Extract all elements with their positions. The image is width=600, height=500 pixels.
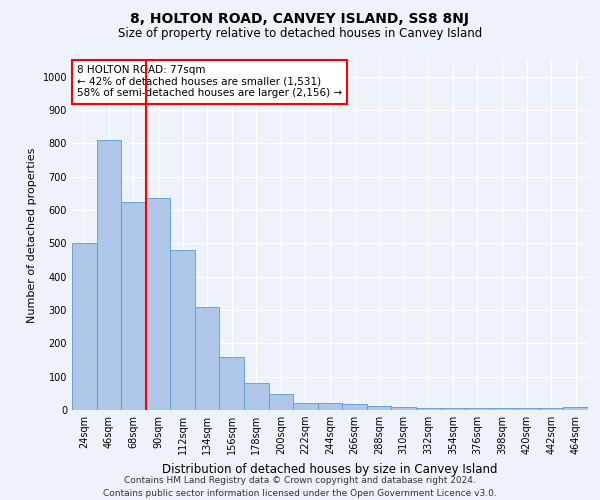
Bar — [318, 402, 342, 410]
Bar — [269, 394, 293, 410]
Bar — [97, 140, 121, 410]
Text: Contains HM Land Registry data © Crown copyright and database right 2024.
Contai: Contains HM Land Registry data © Crown c… — [103, 476, 497, 498]
Bar — [72, 244, 97, 410]
Bar — [416, 408, 440, 410]
Bar — [146, 198, 170, 410]
Y-axis label: Number of detached properties: Number of detached properties — [27, 148, 37, 322]
X-axis label: Distribution of detached houses by size in Canvey Island: Distribution of detached houses by size … — [162, 462, 498, 475]
Bar — [563, 408, 588, 410]
Bar — [465, 408, 490, 410]
Bar — [391, 408, 416, 410]
Bar — [539, 408, 563, 410]
Bar — [244, 384, 269, 410]
Text: 8 HOLTON ROAD: 77sqm
← 42% of detached houses are smaller (1,531)
58% of semi-de: 8 HOLTON ROAD: 77sqm ← 42% of detached h… — [77, 66, 342, 98]
Text: 8, HOLTON ROAD, CANVEY ISLAND, SS8 8NJ: 8, HOLTON ROAD, CANVEY ISLAND, SS8 8NJ — [131, 12, 470, 26]
Text: Size of property relative to detached houses in Canvey Island: Size of property relative to detached ho… — [118, 28, 482, 40]
Bar — [514, 408, 539, 410]
Bar — [195, 306, 220, 410]
Bar — [293, 402, 318, 410]
Bar — [121, 202, 146, 410]
Bar — [170, 250, 195, 410]
Bar — [220, 356, 244, 410]
Bar — [342, 404, 367, 410]
Bar — [367, 406, 391, 410]
Bar — [440, 408, 465, 410]
Bar — [490, 408, 514, 410]
